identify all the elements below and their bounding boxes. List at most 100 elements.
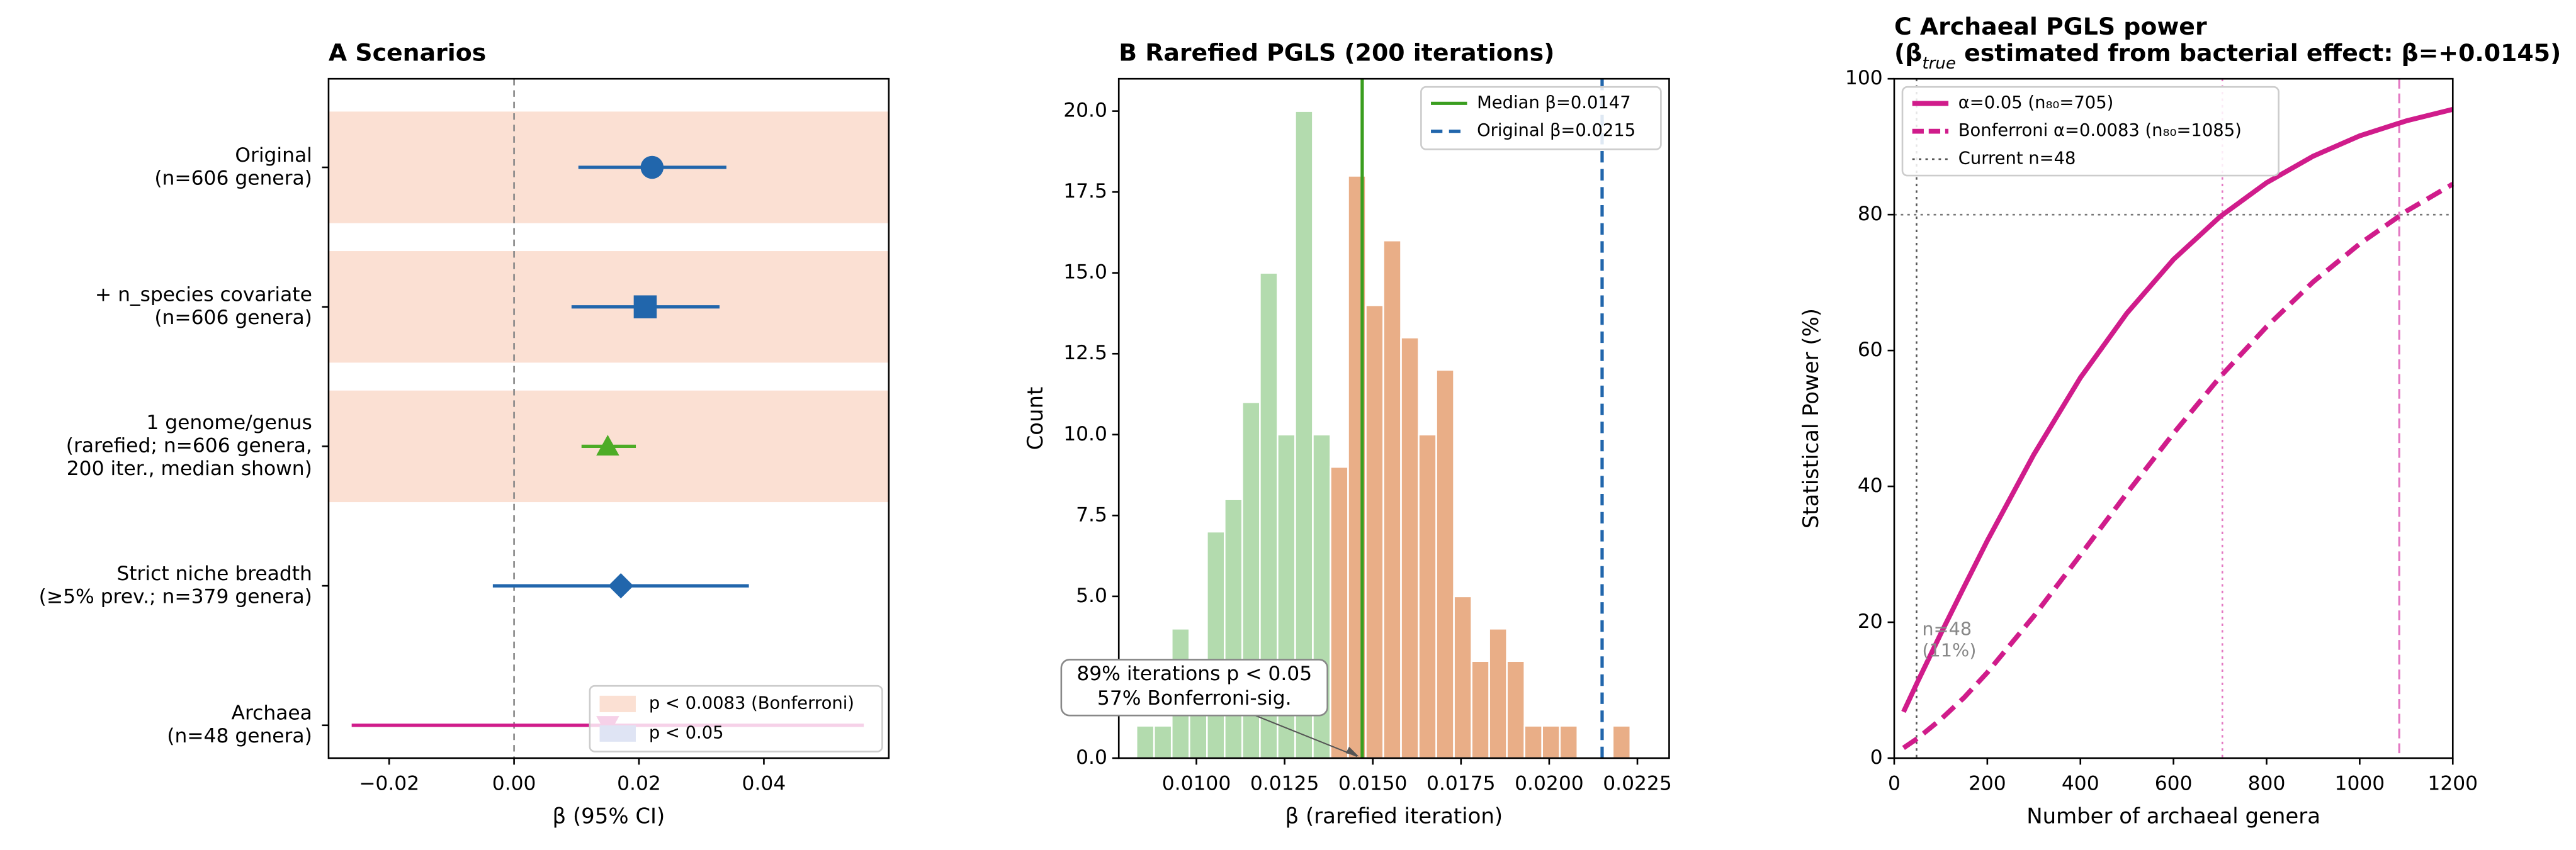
chart-title: C Archaeal PGLS power	[1894, 13, 2207, 40]
legend-swatch	[599, 695, 636, 712]
y-axis-label: Statistical Power (%)	[1799, 308, 1823, 528]
histogram-bar	[1506, 660, 1525, 759]
y-tick-label: 20.0	[1063, 99, 1107, 122]
x-tick-label: 600	[2155, 773, 2193, 795]
y-tick-label-line: (n=48 genera)	[167, 725, 312, 747]
y-tick-label: 1 genome/genus (rarefied; n=606 genera, 20…	[66, 411, 312, 480]
y-tick-label-line: (n=606 genera)	[154, 306, 312, 329]
histogram-bar	[1153, 725, 1173, 759]
annotation-text: n=48	[1922, 618, 1972, 640]
x-tick-label: 200	[1969, 773, 2006, 795]
histogram-bar	[1382, 239, 1402, 759]
chart-title: B Rarefied PGLS (200 iterations)	[1119, 39, 1554, 67]
x-axis-label: β (95% CI)	[553, 803, 665, 828]
histogram-bar	[1523, 725, 1544, 759]
y-tick-label-line: Strict niche breadth	[116, 562, 312, 585]
y-tick-label: 10.0	[1063, 423, 1107, 445]
y-tick-label: Strict niche breadth (≥5% prev.; n=379 ge…	[39, 562, 312, 608]
legend-box	[589, 685, 883, 752]
y-tick-label: 60	[1858, 338, 1883, 361]
plot-frame	[327, 77, 890, 759]
histogram-bar	[1612, 725, 1632, 759]
histogram-bar	[1400, 337, 1420, 759]
subtitle-part: estimated from bacterial effect: β=+0.01…	[1956, 39, 2561, 67]
y-tick-label: 0.0	[1076, 746, 1107, 769]
legend-box	[1420, 86, 1662, 150]
annotation-text: (11%)	[1922, 639, 1976, 661]
histogram-bar	[1206, 530, 1226, 759]
y-tick-label-line: + n_species covariate	[95, 283, 312, 306]
x-tick-label: 1200	[2427, 773, 2478, 795]
chart-title: A Scenarios	[329, 39, 486, 67]
y-tick-label: 0	[1870, 746, 1883, 769]
y-tick-label: 17.5	[1063, 180, 1107, 203]
plot-frame	[1117, 77, 1670, 759]
annotation-arrow	[1255, 715, 1358, 758]
histogram-bar	[1453, 595, 1472, 759]
y-tick-label: 7.5	[1076, 503, 1107, 526]
subtitle-subscript: true	[1922, 54, 1956, 73]
y-tick-label: 20	[1858, 610, 1883, 633]
y-tick-label-line: (n=606 genera)	[154, 167, 312, 189]
histogram-bar	[1488, 627, 1508, 759]
plot-frame	[1893, 77, 2454, 759]
histogram-bar	[1224, 498, 1243, 759]
x-tick-label: 0.0175	[1426, 773, 1496, 795]
legend-swatch	[599, 725, 636, 742]
x-tick-label: 0.0100	[1162, 773, 1231, 795]
x-tick-label: 0.0200	[1515, 773, 1584, 795]
y-tick-label: Original (n=606 genera)	[154, 144, 312, 190]
legend-box	[1901, 86, 2279, 177]
legend-label: Bonferroni α=0.0083 (n₈₀=1085)	[1958, 121, 2242, 140]
histogram-bar	[1135, 725, 1155, 759]
x-tick-label: −0.02	[359, 773, 419, 795]
histogram-bar	[1471, 660, 1490, 759]
power-curve	[1901, 106, 2454, 713]
annotation-box	[1060, 659, 1328, 717]
x-tick-label: 0.02	[617, 773, 661, 795]
legend-label: α=0.05 (n₈₀=705)	[1958, 93, 2114, 113]
x-tick-label: 0.00	[492, 773, 536, 795]
histogram-bar	[1418, 433, 1437, 759]
x-tick-label: 800	[2248, 773, 2286, 795]
histogram-bar	[1294, 110, 1314, 759]
y-tick-label-line: 200 iter., median shown)	[67, 457, 312, 480]
y-tick-label: 100	[1845, 67, 1883, 89]
y-axis-label: Count	[1023, 387, 1048, 450]
x-tick-label: 0.0150	[1338, 773, 1408, 795]
point-marker	[608, 573, 634, 599]
annotation-arrowhead	[1345, 746, 1359, 757]
y-tick-label: 15.0	[1063, 261, 1107, 284]
x-tick-label: 1000	[2335, 773, 2385, 795]
x-axis-label: β (rarefied iteration)	[1285, 803, 1503, 828]
x-tick-label: 0	[1888, 773, 1901, 795]
y-tick-label: + n_species covariate (n=606 genera)	[95, 283, 312, 329]
y-tick-label-line: 1 genome/genus	[146, 411, 312, 434]
annotation-text: 89% iterations p < 0.05	[1076, 663, 1312, 685]
x-axis-label: Number of archaeal genera	[2026, 803, 2320, 828]
y-tick-label: 80	[1858, 203, 1883, 225]
y-tick-label-line: (rarefied; n=606 genera,	[66, 434, 312, 457]
power-curve	[1902, 182, 2455, 750]
legend-label: p < 0.0083 (Bonferroni)	[649, 693, 854, 713]
y-tick-label-line: Original	[235, 144, 312, 167]
legend-label: Median β=0.0147	[1477, 93, 1631, 113]
y-tick-label-line: Archaea	[232, 702, 312, 725]
histogram-bar	[1541, 725, 1561, 759]
point-marker	[633, 295, 657, 318]
x-tick-label: 0.0225	[1603, 773, 1672, 795]
y-tick-label: 12.5	[1063, 342, 1107, 364]
legend-label: Current n=48	[1958, 148, 2076, 168]
annotation-text: 57% Bonferroni-sig.	[1097, 687, 1292, 710]
y-tick-label: Archaea (n=48 genera)	[167, 702, 312, 748]
chart-subtitle: (βtrue estimated from bacterial effect: …	[1894, 39, 2561, 73]
x-tick-label: 0.0125	[1250, 773, 1319, 795]
legend-label: p < 0.05	[649, 723, 724, 742]
y-tick-label-line: (≥5% prev.; n=379 genera)	[39, 585, 312, 608]
y-tick-label: 5.0	[1076, 584, 1107, 607]
point-marker	[640, 155, 664, 179]
histogram-bar	[1330, 466, 1349, 759]
histogram-bar	[1435, 369, 1455, 759]
